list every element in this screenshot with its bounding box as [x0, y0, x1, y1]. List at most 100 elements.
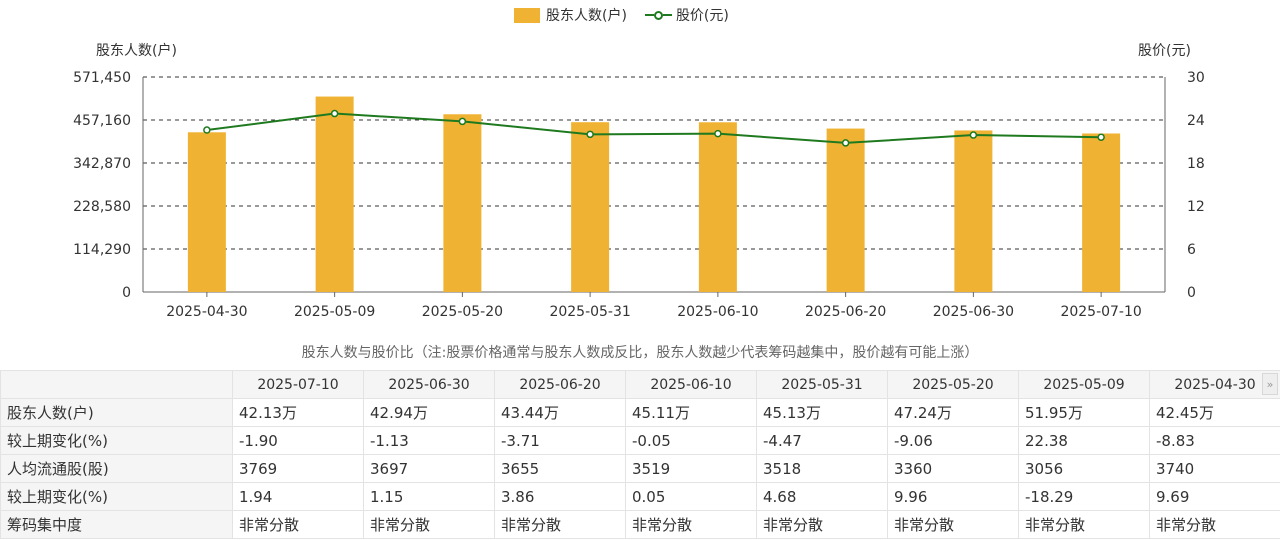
table-cell: -1.13 — [363, 426, 495, 455]
table-cell: 3740 — [1149, 454, 1280, 483]
table-date-header: 2025-05-20 — [887, 370, 1019, 399]
price-point — [458, 117, 467, 126]
row-label: 较上期变化(%) — [0, 482, 233, 511]
table-cell: 4.68 — [756, 482, 888, 511]
x-tick-label: 2025-05-20 — [422, 304, 503, 320]
table-cell: 22.38 — [1018, 426, 1150, 455]
x-tick-label: 2025-06-30 — [933, 304, 1014, 320]
bar — [698, 122, 737, 292]
holder-table: 2025-07-10 2025-06-30 2025-06-20 2025-06… — [0, 370, 1280, 539]
row-label: 股东人数(户) — [0, 398, 233, 427]
table-date-header: 2025-06-30 — [363, 370, 495, 399]
table-cell: 47.24万 — [887, 398, 1019, 427]
table-date-header: 2025-06-20 — [494, 370, 626, 399]
legend-line-label: 股价(元) — [675, 8, 729, 24]
legend-bar-label: 股东人数(户) — [546, 8, 627, 24]
row-label: 人均流通股(股) — [0, 454, 233, 483]
table-cell: 3360 — [887, 454, 1019, 483]
table-row: 较上期变化(%) 1.94 1.15 3.86 0.05 4.68 9.96 -18.29 9.… — [0, 482, 1280, 511]
right-tick-label: 18 — [1187, 156, 1205, 172]
table-header-row: 2025-07-10 2025-06-30 2025-06-20 2025-06… — [0, 370, 1280, 399]
table-cell: 45.13万 — [756, 398, 888, 427]
table-cell: -0.05 — [625, 426, 757, 455]
right-tick-label: 30 — [1187, 70, 1205, 86]
table-date-header: 2025-05-09 — [1018, 370, 1150, 399]
table-corner — [0, 370, 233, 399]
table-row: 筹码集中度 非常分散 非常分散 非常分散 非常分散 非常分散 非常分散 非常分散 非常分散 — [0, 510, 1280, 539]
price-point — [586, 130, 594, 139]
price-point — [841, 139, 850, 147]
row-label: 筹码集中度 — [0, 510, 233, 539]
left-tick-label: 228,580 — [73, 199, 131, 215]
left-tick-label: 571,450 — [73, 70, 131, 86]
bar — [954, 130, 993, 292]
table-cell: 9.69 — [1149, 482, 1280, 511]
chart-svg: 0 114,290 228,580 342,870 457,160 571,450 0 6 12… — [73, 70, 1205, 320]
double-chevron-right-icon[interactable]: » — [1262, 373, 1278, 395]
table-cell: -1.90 — [232, 426, 364, 455]
table-cell: 42.13万 — [232, 398, 364, 427]
table-date-header: 2025-04-30 — [1149, 370, 1280, 399]
bar — [1082, 133, 1121, 292]
table-cell: 0.05 — [625, 482, 757, 511]
table-cell: 非常分散 — [756, 510, 888, 539]
table-cell: 42.94万 — [363, 398, 495, 427]
x-tick-label: 2025-06-20 — [805, 304, 886, 320]
table-cell: -4.47 — [756, 426, 888, 455]
legend-bar-swatch — [514, 7, 540, 23]
bar — [315, 96, 354, 292]
table-cell: 43.44万 — [494, 398, 626, 427]
table-date-header: 2025-05-31 — [756, 370, 888, 399]
table-cell: 非常分散 — [232, 510, 364, 539]
table-cell: 3655 — [494, 454, 626, 483]
chart-area: 股东人数(户) 股价(元) 股东人数(户) 股价(元) 0 114,290 228,… — [73, 4, 1205, 361]
x-tick-label: 2025-07-10 — [1060, 304, 1141, 320]
x-tick-label: 2025-05-09 — [294, 304, 375, 320]
price-point — [330, 109, 339, 118]
bar — [571, 122, 610, 292]
table-cell: 3769 — [232, 454, 364, 483]
left-tick-label: 114,290 — [73, 242, 131, 258]
table-cell: 45.11万 — [625, 398, 757, 427]
table-cell: -18.29 — [1018, 482, 1150, 511]
row-label: 较上期变化(%) — [0, 426, 233, 455]
price-point — [203, 126, 211, 134]
left-tick-label: 457,160 — [73, 113, 131, 129]
table-date-header: 2025-06-10 — [625, 370, 757, 399]
price-line — [206, 112, 1102, 144]
left-tick-label: 0 — [122, 285, 131, 301]
left-tick-label: 342,870 — [73, 156, 131, 172]
price-point — [969, 131, 978, 139]
table-cell: -3.71 — [494, 426, 626, 455]
table-cell: -9.06 — [887, 426, 1019, 455]
x-tick-label: 2025-04-30 — [166, 304, 247, 320]
table-row: 人均流通股(股) 3769 3697 3655 3519 3518 3360 3056 3740 — [0, 454, 1280, 483]
table-cell: 非常分散 — [494, 510, 626, 539]
bar — [187, 132, 226, 292]
table-cell: 非常分散 — [625, 510, 757, 539]
table-cell: 非常分散 — [887, 510, 1019, 539]
table-cell: 3518 — [756, 454, 888, 483]
table-cell: 9.96 — [887, 482, 1019, 511]
right-tick-label: 24 — [1187, 113, 1205, 129]
table-cell: -8.83 — [1149, 426, 1280, 455]
left-axis-title: 股东人数(户) — [96, 43, 177, 59]
table-cell: 3697 — [363, 454, 495, 483]
right-tick-label: 12 — [1187, 199, 1205, 215]
right-axis-title: 股价(元) — [1138, 43, 1191, 59]
table-cell: 3056 — [1018, 454, 1150, 483]
table-cell: 非常分散 — [363, 510, 495, 539]
x-tick-label: 2025-05-31 — [549, 304, 630, 320]
price-point — [714, 129, 722, 138]
right-tick-label: 6 — [1187, 242, 1196, 258]
chart-legend[interactable]: 股东人数(户) 股价(元) — [514, 4, 729, 26]
table-cell: 42.45万 — [1149, 398, 1280, 427]
table-cell: 51.95万 — [1018, 398, 1150, 427]
table-cell: 1.15 — [363, 482, 495, 511]
x-tick-label: 2025-06-10 — [677, 304, 758, 320]
table-cell: 3.86 — [494, 482, 626, 511]
chart-note: 股东人数与股价比（注:股票价格通常与股东人数成反比，股东人数越少代表筹码越集中，… — [301, 345, 979, 361]
legend-line-icon — [644, 10, 672, 20]
table-cell: 非常分散 — [1018, 510, 1150, 539]
table-row: 股东人数(户) 42.13万 42.94万 43.44万 45.11万 45.13万 47.… — [0, 398, 1280, 427]
